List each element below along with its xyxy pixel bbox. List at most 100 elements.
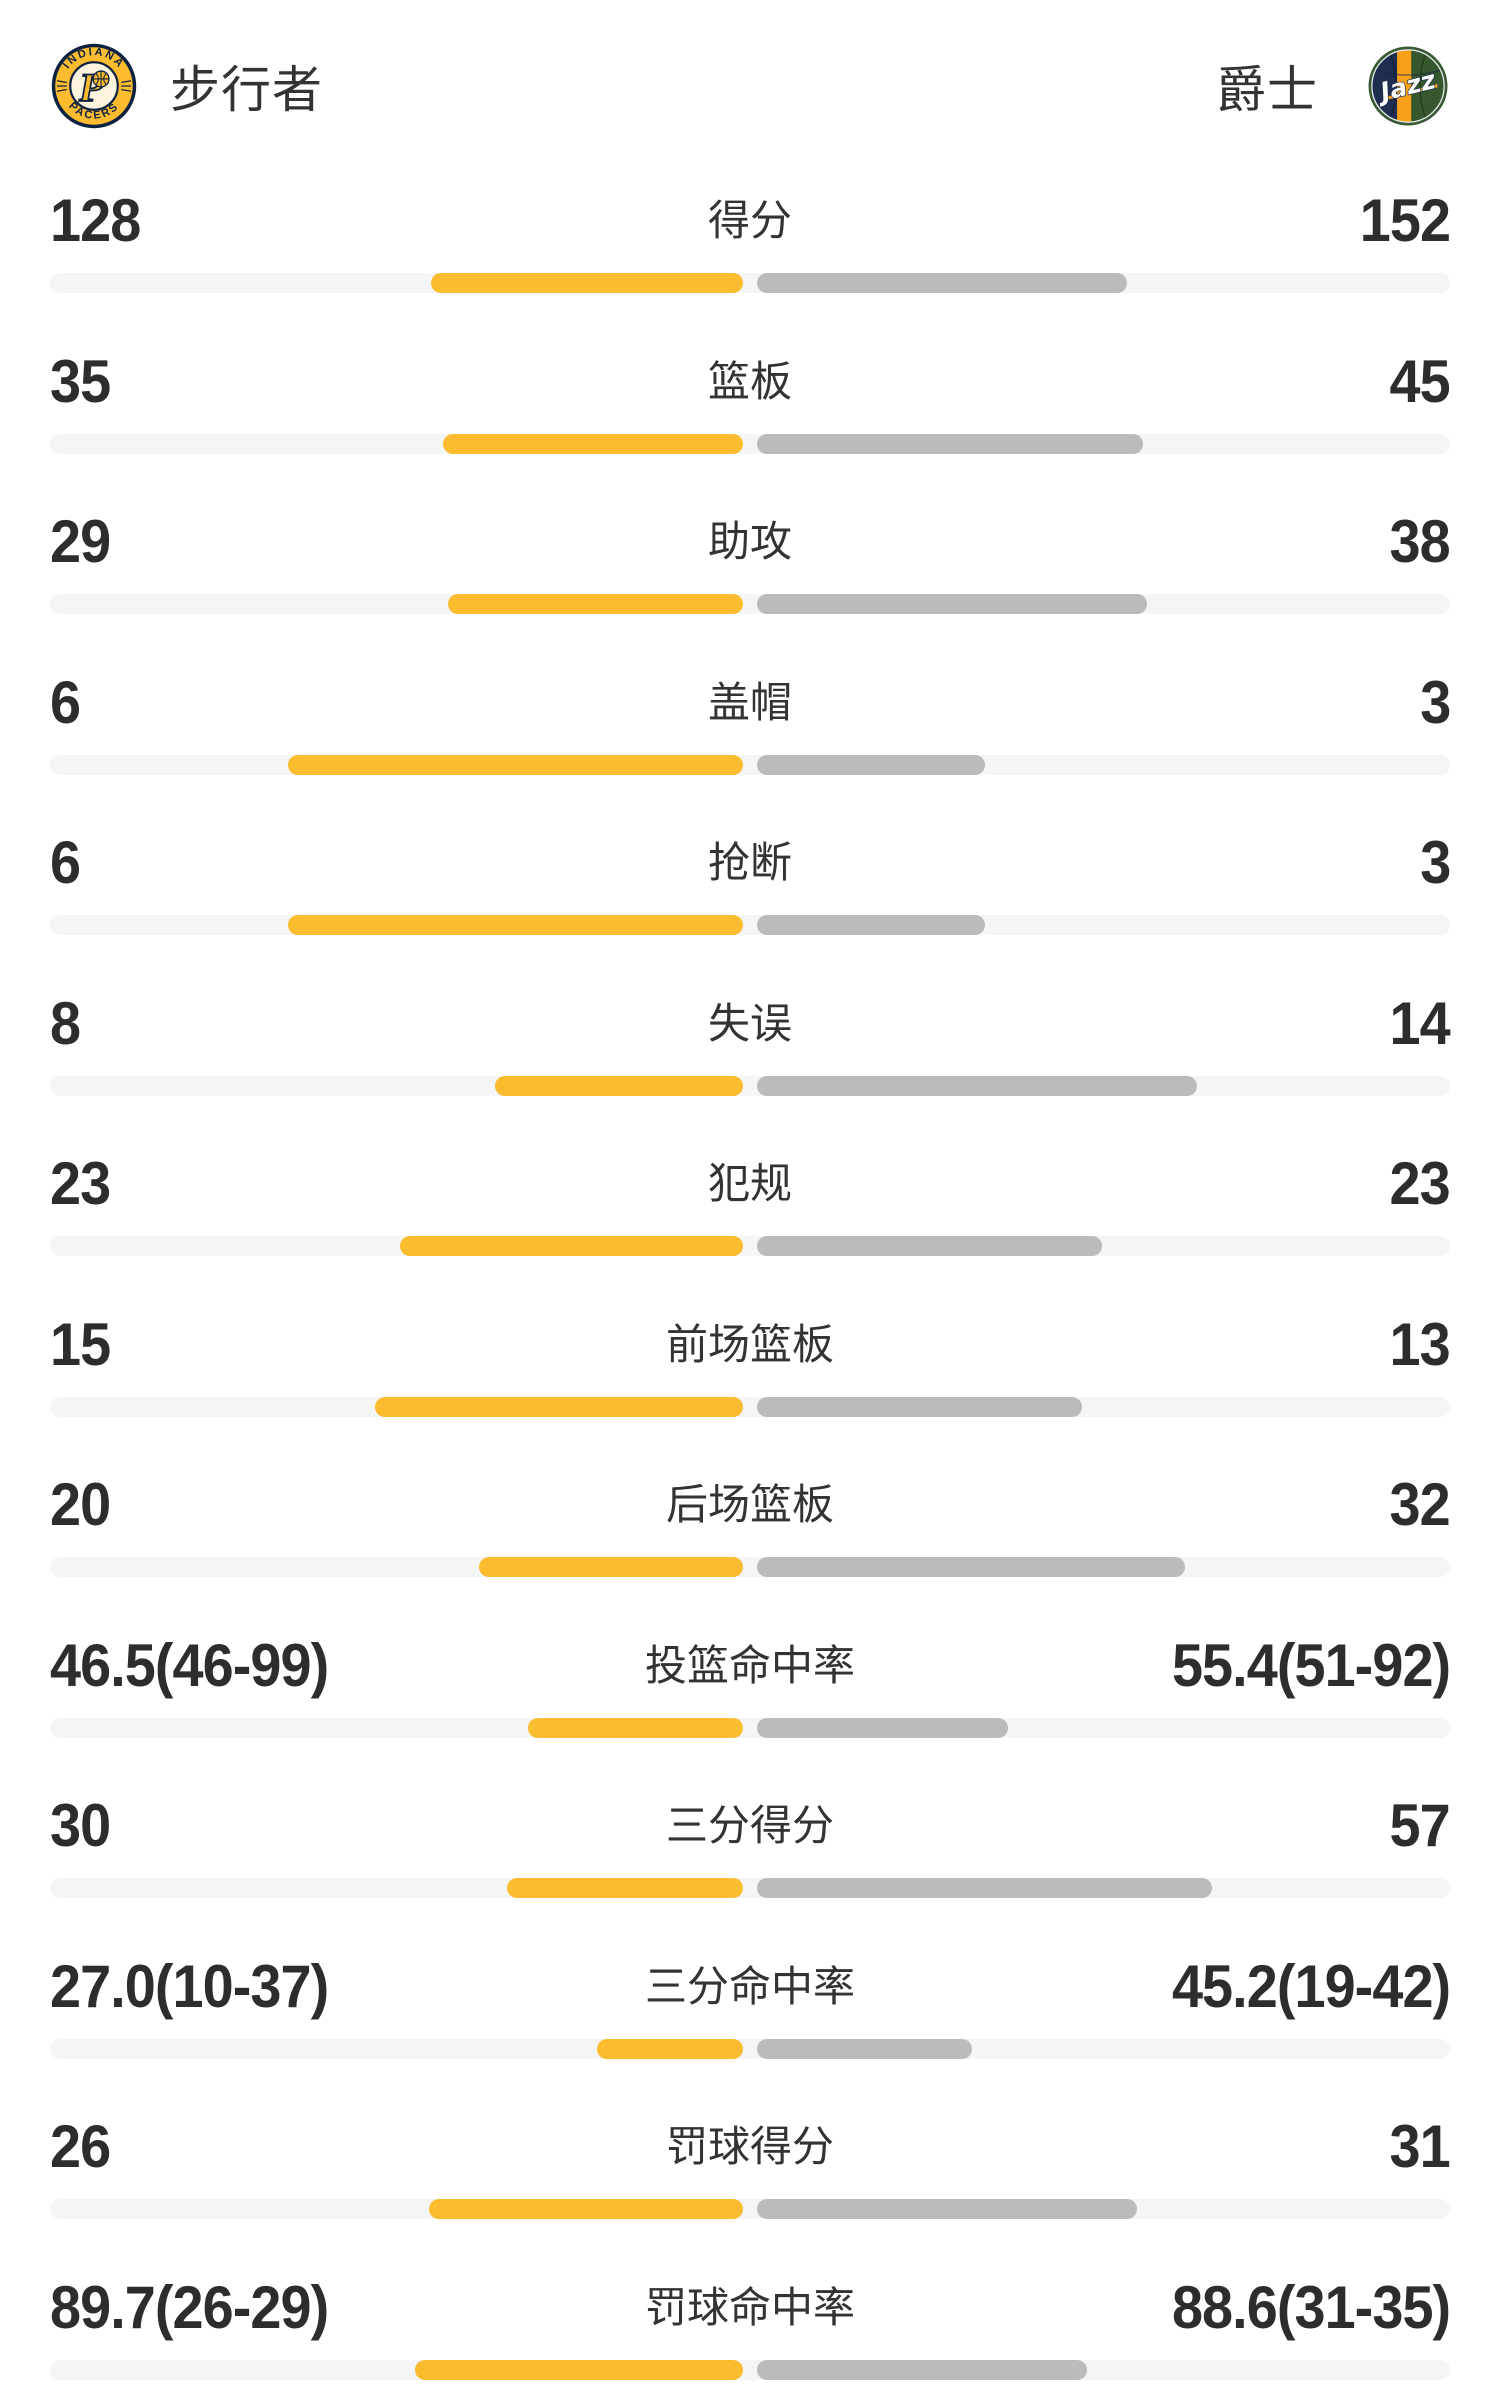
stat-bar-track	[50, 594, 1450, 614]
svg-text:P: P	[78, 65, 104, 110]
team-name-right: 爵士	[1216, 62, 1318, 118]
stat-value-left: 23	[50, 1150, 111, 1217]
stat-label: 投篮命中率	[644, 1641, 855, 1689]
stat-row: 128 得分 152	[0, 150, 1500, 311]
stat-bar-right-team	[757, 2359, 1087, 2380]
stat-bar-left-team	[479, 1557, 743, 1577]
stat-value-right: 3	[1419, 829, 1451, 896]
stat-row: 30 三分得分 57	[0, 1755, 1500, 1916]
stat-label: 犯规	[707, 1160, 792, 1207]
stat-bar-right-team	[757, 915, 985, 935]
stat-label: 失误	[707, 999, 792, 1047]
stat-label: 罚球得分	[665, 2123, 834, 2170]
stat-label: 得分	[707, 197, 792, 244]
stat-bar-left-team	[415, 2359, 743, 2380]
stat-row: 23 犯规 23	[0, 1113, 1500, 1274]
team-left: INDIANA PACERS P 步行者	[50, 42, 323, 130]
stat-bar-left-team	[400, 1236, 743, 1256]
stat-bar-track	[50, 1878, 1450, 1898]
stat-bar-track	[50, 2199, 1450, 2219]
stat-value-left: 8	[50, 989, 81, 1057]
stat-row: 6 盖帽 3	[0, 632, 1500, 793]
team-name-left: 步行者	[170, 62, 323, 118]
stat-bar-left-team	[288, 754, 743, 775]
stat-bar-right-team	[757, 1557, 1185, 1577]
stat-value-left: 27.0(10-37)	[50, 1952, 329, 2020]
jazz-logo-icon: Jazz	[1368, 46, 1448, 126]
stat-bar-track	[50, 1717, 1450, 1738]
stat-bar-right-team	[757, 433, 1143, 454]
stat-value-right: 45	[1389, 347, 1451, 415]
stat-label: 罚球命中率	[644, 2283, 855, 2331]
stat-label: 篮板	[707, 357, 792, 405]
stat-value-right: 14	[1389, 989, 1451, 1057]
stat-value-right: 13	[1389, 1310, 1451, 1378]
stat-row: 46.5(46-99) 投篮命中率 55.4(51-92)	[0, 1595, 1500, 1756]
stat-bar-right-team	[757, 1075, 1197, 1096]
stat-value-right: 23	[1389, 1150, 1451, 1217]
stat-row: 27.0(10-37) 三分命中率 45.2(19-42)	[0, 1916, 1500, 2077]
stat-label: 助攻	[707, 518, 792, 565]
stat-value-right: 32	[1389, 1471, 1451, 1538]
stat-bar-right-team	[757, 1717, 1008, 1738]
stat-value-left: 35	[50, 347, 111, 415]
stat-row: 6 抢断 3	[0, 792, 1500, 953]
stat-value-right: 152	[1359, 187, 1451, 254]
stat-bar-left-team	[429, 2199, 743, 2219]
stat-bar-left-team	[443, 433, 743, 454]
stat-row: 20 后场篮板 32	[0, 1434, 1500, 1595]
stat-bar-right-team	[757, 1878, 1212, 1898]
stat-row: 89.7(26-29) 罚球命中率 88.6(31-35)	[0, 2237, 1500, 2398]
stat-bar-left-team	[288, 915, 743, 935]
stat-value-left: 30	[50, 1792, 111, 1859]
stat-value-right: 55.4(51-92)	[1171, 1631, 1451, 1699]
stat-bar-left-team	[528, 1717, 743, 1738]
stat-bar-track	[50, 1396, 1450, 1417]
stat-bar-track	[50, 2359, 1450, 2380]
stat-value-right: 88.6(31-35)	[1171, 2273, 1451, 2341]
stat-label: 前场篮板	[665, 1320, 834, 1368]
stat-bar-right-team	[757, 1396, 1082, 1417]
stat-label: 三分得分	[665, 1802, 834, 1849]
team-right: 爵士 Jazz	[1216, 44, 1450, 128]
stat-bar-right-team	[757, 273, 1127, 293]
stat-bar-left-team	[507, 1878, 743, 1898]
stat-label: 盖帽	[707, 678, 792, 726]
stat-bar-left-team	[448, 594, 743, 614]
stat-value-left: 26	[50, 2113, 111, 2180]
stat-row: 35 篮板 45	[0, 311, 1500, 472]
stat-value-right: 31	[1389, 2113, 1451, 2180]
stat-value-left: 6	[50, 668, 81, 736]
stat-bar-left-team	[495, 1075, 743, 1096]
stat-bar-track	[50, 1557, 1450, 1577]
header: INDIANA PACERS P 步行者 爵士	[50, 40, 1450, 132]
stat-value-left: 128	[50, 187, 141, 254]
stat-value-left: 89.7(26-29)	[50, 2273, 329, 2341]
stat-row: 29 助攻 38	[0, 471, 1500, 632]
stat-row: 8 失误 14	[0, 953, 1500, 1114]
stat-bar-track	[50, 915, 1450, 935]
stat-label: 后场篮板	[665, 1481, 834, 1528]
stat-bar-right-team	[757, 1236, 1102, 1256]
stat-value-right: 45.2(19-42)	[1171, 1952, 1451, 2020]
stat-bar-right-team	[757, 594, 1147, 614]
stat-value-left: 6	[50, 829, 81, 896]
stat-value-left: 46.5(46-99)	[50, 1631, 329, 1699]
stat-bar-track	[50, 754, 1450, 775]
stat-value-left: 15	[50, 1310, 111, 1378]
stat-bar-left-team	[375, 1396, 743, 1417]
stat-label: 三分命中率	[644, 1962, 855, 2010]
stat-value-right: 38	[1389, 508, 1451, 575]
stat-bar-track	[50, 433, 1450, 454]
stat-bar-right-team	[757, 754, 985, 775]
stat-bar-track	[50, 1236, 1450, 1256]
stats-list: 128 得分 152 35 篮板 45 29 助攻 38	[0, 150, 1500, 2397]
stat-bar-left-team	[597, 2038, 743, 2059]
stat-value-right: 3	[1419, 668, 1451, 736]
stat-row: 15 前场篮板 13	[0, 1274, 1500, 1435]
stat-bar-left-team	[431, 273, 743, 293]
pacers-logo-icon: INDIANA PACERS P	[51, 43, 137, 129]
stat-value-left: 29	[50, 508, 111, 575]
stat-row: 26 罚球得分 31	[0, 2076, 1500, 2237]
stat-label: 抢断	[707, 839, 792, 886]
